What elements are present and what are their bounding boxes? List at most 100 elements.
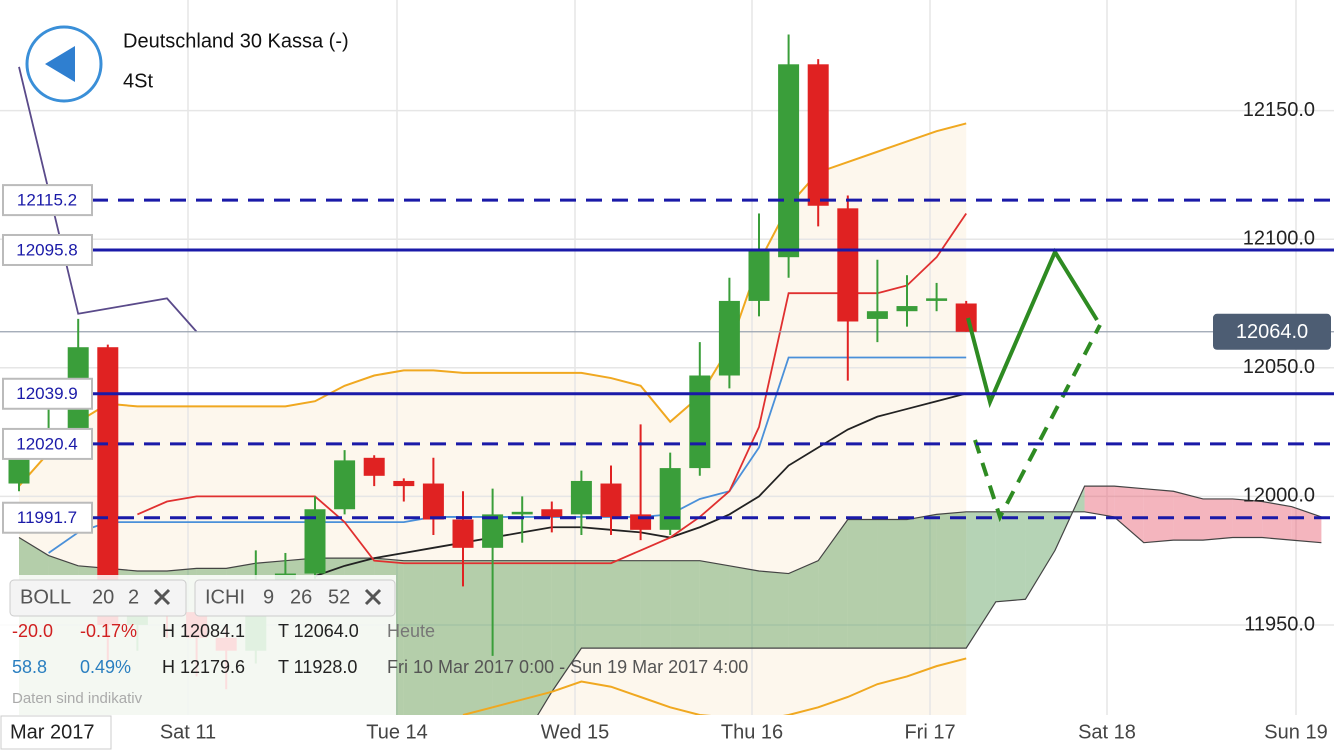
legend-rows: -20.0 -0.17% H 12084.1 T 12064.0 Heute 58.8 0.… <box>12 621 748 677</box>
price-level-box <box>2 233 93 266</box>
y-tick-label: 12100.0 <box>1243 227 1315 249</box>
candle-body <box>452 519 474 548</box>
x-tick-label: Sat 11 <box>160 721 216 743</box>
ichimoku-cloud <box>581 560 611 649</box>
price-level-box <box>2 427 93 460</box>
close-icon[interactable] <box>364 588 382 606</box>
price-level-label: 12039.9 <box>16 384 77 403</box>
ichimoku-cloud <box>1143 488 1174 543</box>
indicator-param: 26 <box>290 586 312 608</box>
overlay: 12115.2 12095.8 12039.9 12020.4 11991.7 11950… <box>2 99 1334 635</box>
legend-stat: Heute <box>387 621 435 641</box>
legend-stat: T 12064.0 <box>278 621 359 641</box>
x-tick-label: Sun 19 <box>1264 721 1327 743</box>
instrument-title: Deutschland 30 Kassa (-) <box>123 30 349 52</box>
ichimoku-cloud <box>1262 501 1292 541</box>
ichimoku-cloud <box>759 570 789 649</box>
ichimoku-cloud <box>522 560 552 715</box>
last-price-label: 12064.0 <box>1236 321 1308 343</box>
ichimoku-cloud <box>403 560 434 715</box>
y-tick-label: 12050.0 <box>1243 356 1315 378</box>
ichimoku-cloud <box>1084 486 1115 517</box>
candle-body <box>541 509 563 517</box>
indicator-chip[interactable] <box>194 579 396 617</box>
ichimoku-cloud <box>433 560 463 715</box>
ichimoku-cloud <box>1173 491 1203 541</box>
legend: BOLL 20 2 ICHI 9 26 52 -20.0 -0.17% H 1208… <box>0 575 748 715</box>
price-level-box <box>2 377 93 410</box>
forecast-line <box>966 247 1099 409</box>
close-icon[interactable] <box>153 588 171 606</box>
ichimoku-cloud <box>907 514 937 649</box>
legend-stat: -0.17% <box>80 621 137 641</box>
price-level-box <box>2 501 93 534</box>
candle-body <box>482 514 504 548</box>
price-level-label: 12095.8 <box>16 240 77 259</box>
candle-body <box>659 468 681 530</box>
x-tick-label: Fri 17 <box>904 721 955 743</box>
ichimoku-cloud <box>640 560 671 649</box>
price-level-box <box>2 184 93 217</box>
candle-body <box>570 480 592 515</box>
candle-body <box>896 306 918 312</box>
span-b-line <box>537 485 1322 715</box>
candle-body <box>689 375 711 469</box>
back-arrow <box>45 46 75 82</box>
price-level-label: 12115.2 <box>17 191 77 210</box>
ichimoku-cloud <box>818 519 848 649</box>
forecast-dashed-line <box>973 324 1102 523</box>
ichimoku-cloud <box>788 560 819 649</box>
x-axis: Mar 2017 Sat 11 Tue 14 Wed 15 Thu 16 Fri 17 Sa… <box>10 721 1328 743</box>
ichimoku-cloud <box>995 511 1026 602</box>
candle-body <box>807 64 829 206</box>
ichimoku-cloud <box>847 519 878 649</box>
ichimoku-cloud <box>877 519 907 649</box>
interval: 4St <box>123 70 153 92</box>
candle-body <box>718 300 740 376</box>
candle-body <box>926 298 948 301</box>
indicator-param: 20 <box>92 586 114 608</box>
legend-stat: H 12179.6 <box>162 657 245 677</box>
x-axis-period-box <box>0 715 112 750</box>
x-tick-label: Thu 16 <box>721 721 783 743</box>
x-axis-period: Mar 2017 <box>10 721 95 743</box>
y-tick-label: 12000.0 <box>1243 485 1315 507</box>
indicator-name: ICHI <box>205 586 245 608</box>
candle-body <box>393 480 415 487</box>
indicator-chip[interactable] <box>9 579 187 617</box>
ichimoku-cloud <box>670 560 700 649</box>
ichimoku-cloud <box>1291 506 1322 543</box>
candle-body <box>600 483 622 517</box>
kijun-line <box>48 356 967 554</box>
last-price-box <box>1213 313 1331 350</box>
ichimoku-cloud <box>729 565 759 649</box>
indicator-name: BOLL <box>20 586 71 608</box>
ichimoku-cloud <box>611 560 641 649</box>
x-tick-label: Sat 18 <box>1078 721 1136 743</box>
candle-body <box>778 64 800 258</box>
price-level-label: 12020.4 <box>16 434 77 453</box>
tenkan-line <box>137 212 967 565</box>
legend-stat: Fri 10 Mar 2017 0:00 - Sun 19 Mar 2017 4… <box>387 657 748 677</box>
ichimoku-cloud <box>966 511 996 649</box>
legend-stat: H 12084.1 <box>162 621 245 641</box>
candle-body <box>511 511 533 515</box>
ichimoku-cloud <box>699 560 730 649</box>
span-a-line <box>18 511 1322 575</box>
ichimoku-cloud <box>1025 511 1055 600</box>
candle-body <box>334 460 356 510</box>
candle-body <box>837 208 859 322</box>
bollinger-lower <box>462 657 967 715</box>
candle-body <box>866 311 888 319</box>
candle-body <box>97 347 119 625</box>
ichimoku-cloud <box>551 560 582 692</box>
ichimoku-cloud <box>463 560 493 715</box>
candle-body <box>748 249 770 301</box>
x-tick-label: Tue 14 <box>366 721 428 743</box>
candle-body <box>363 457 385 476</box>
ichimoku-cloud <box>936 511 967 649</box>
legend-stat: 0.49% <box>80 657 131 677</box>
candle-body <box>422 483 444 520</box>
indicator-param: 52 <box>328 586 350 608</box>
